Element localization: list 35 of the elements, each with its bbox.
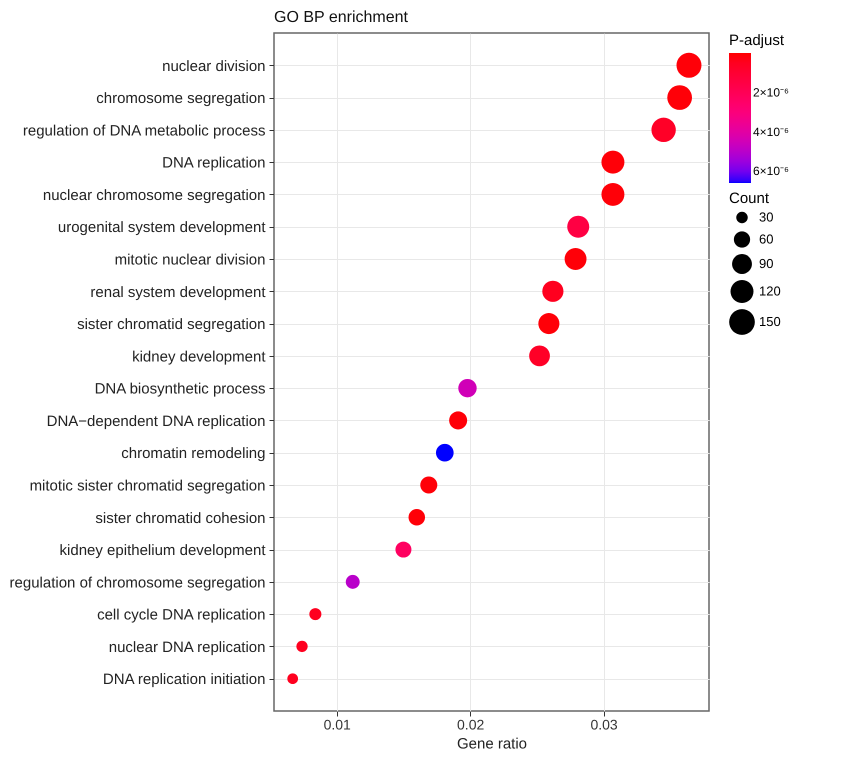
y-tick-label: nuclear division	[162, 58, 266, 75]
y-tick-label: nuclear DNA replication	[108, 638, 266, 656]
y-tick-label: nuclear chromosome segregation	[42, 186, 266, 204]
color-bar-title: P-adjust	[729, 32, 785, 49]
y-tick-label: sister chromatid cohesion	[95, 510, 266, 527]
y-tick-label: regulation of DNA metabolic process	[22, 122, 266, 140]
legend-label: 60	[759, 232, 774, 246]
x-tick-label: 0.02	[457, 716, 484, 732]
y-tick-label: DNA replication initiation	[102, 671, 266, 688]
x-tick-label: 0.03	[590, 716, 618, 732]
y-tick-label: renal system development	[90, 284, 266, 301]
color-bar-label: 2×10⁻⁶	[753, 85, 790, 100]
y-tick-label: sister chromatid segregation	[77, 316, 266, 334]
y-tick-label: cell cycle DNA replication	[97, 606, 266, 624]
x-tick-label: 0.01	[324, 716, 352, 732]
y-tick-label: DNA−dependent DNA replication	[46, 412, 266, 430]
legend-label: 90	[759, 256, 774, 271]
x-axis-title: Gene ratio	[456, 736, 528, 752]
legend-label: 150	[759, 314, 781, 329]
chart-title: GO BP enrichment	[274, 9, 409, 26]
y-tick-label: DNA biosynthetic process	[94, 380, 266, 398]
y-tick-label: mitotic nuclear division	[114, 252, 266, 268]
legend-label: 120	[759, 284, 781, 298]
y-tick-label: kidney epithelium development	[60, 542, 266, 560]
color-bar-label: 4×10⁻⁶	[753, 124, 790, 139]
legend-title: Count	[729, 190, 770, 207]
y-tick-label: mitotic sister chromatid segregation	[30, 478, 266, 494]
legend-label: 30	[759, 210, 774, 224]
y-tick-label: regulation of chromosome segregation	[10, 574, 266, 592]
y-tick-label: kidney development	[132, 348, 266, 366]
y-tick-label: urogenital system development	[58, 219, 266, 236]
y-tick-label: chromatin remodeling	[121, 445, 266, 462]
color-bar-label: 6×10⁻⁶	[753, 164, 790, 178]
y-tick-label: DNA replication	[162, 154, 266, 172]
y-tick-label: chromosome segregation	[96, 90, 266, 108]
